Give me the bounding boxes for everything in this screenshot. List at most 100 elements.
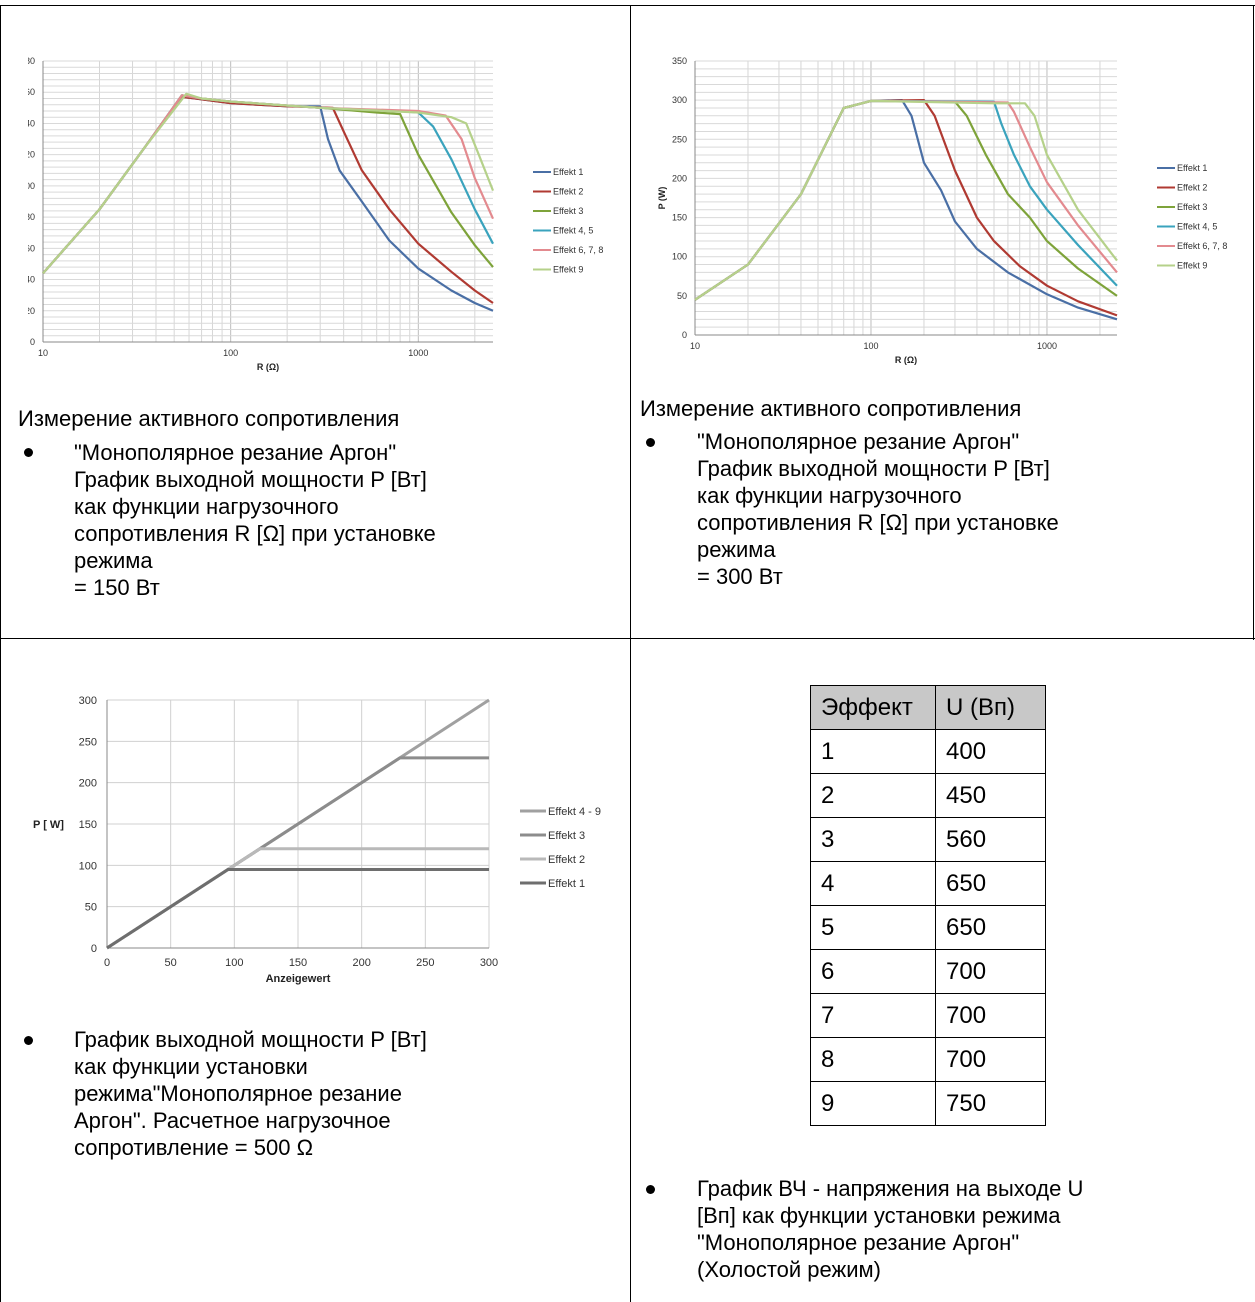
series-line [42,94,494,275]
y-tick-label: 50 [677,291,687,301]
legend-label: Effekt 9 [1177,261,1207,271]
y-tick-label: 0 [91,943,97,955]
table-cell-effect: 3 [810,817,936,862]
series-line [42,92,495,275]
table-cell-voltage: 700 [935,949,1046,994]
y-tick-label: 150 [79,819,97,831]
series-line [694,99,1118,301]
table-row: 9 750 [810,1081,1046,1126]
table-cell-effect: 9 [810,1081,936,1126]
caption-top-right: Измерение активного сопротивления [640,396,1022,421]
y-tick-label: 140 [28,118,35,128]
series-line [42,95,494,312]
legend-label: Effekt 2 [548,854,585,866]
y-tick-label: 200 [672,173,687,183]
bullet-text-top-right: "Монополярное резание Аргон" График выхо… [697,429,1059,589]
bullet-text-bottom-right: График ВЧ - напряжения на выходе U [Вп] … [697,1176,1084,1282]
table-cell-voltage: 450 [935,773,1046,818]
series-line [42,94,495,275]
legend-label: Effekt 3 [1177,202,1207,212]
table-cell-effect: 7 [810,993,936,1038]
y-tick-label: 50 [85,902,97,914]
x-tick-label: 150 [289,957,307,969]
x-tick-label: 0 [104,957,110,969]
y-axis-label: P [ W] [33,819,64,831]
x-tick-label: 1000 [1037,341,1057,351]
table-row: 4 650 [810,861,1046,906]
table-row: 1 400 [810,729,1046,774]
x-tick-label: 10 [690,341,700,351]
chart-top-left: 020406080100120140160180101001000R (Ω)P … [28,50,618,385]
bullet-dot-top-left [24,448,33,457]
y-tick-label: 200 [79,778,97,790]
legend-label: Effekt 2 [553,187,583,197]
bullet-text-top-left: "Монополярное резание Аргон" График выхо… [74,440,436,600]
bullet-dot-top-right [646,438,655,447]
series-line [42,94,494,275]
grid-lines [694,60,1117,336]
table-header-voltage: U (Вп) [935,685,1046,730]
y-tick-label: 250 [672,134,687,144]
legend-label: Effekt 3 [553,206,583,216]
table-cell-effect: 5 [810,905,936,950]
table-cell-effect: 2 [810,773,936,818]
chart-top-right: 0 50 100 150 200 250 300 350 10 100 1000 R (Ω) P (W)… [650,50,1245,375]
legend-label: Effekt 1 [553,167,583,177]
x-axis-label: R (Ω) [257,362,279,372]
legend-label: Effekt 4, 5 [1177,222,1217,232]
series-line [694,99,1118,301]
table-cell-effect: 6 [810,949,936,994]
chart-resistance-150w: 020406080100120140160180101001000R (Ω)P … [28,56,603,372]
bullet-text-bottom-left: График выходной мощности P [Вт] как функ… [74,1027,427,1160]
x-tick-label: 100 [863,341,878,351]
legend-label: Effekt 6, 7, 8 [1177,241,1227,251]
y-tick-label: 40 [28,275,35,285]
border-right [1253,5,1254,640]
series-line [694,99,1118,301]
table-row: 8 700 [810,1037,1046,1082]
table-cell-voltage: 650 [935,861,1046,906]
table-row: 6 700 [810,949,1046,994]
bullet-dot-bottom-left [24,1036,33,1045]
y-tick-label: 80 [28,212,35,222]
y-axis-label: P (W) [657,187,667,210]
y-tick-label: 100 [672,252,687,262]
series-line [694,99,1118,301]
y-tick-label: 160 [28,87,35,97]
x-tick-label: 100 [223,348,238,358]
legend-label: Effekt 1 [1177,163,1207,173]
table-row: 2 450 [810,773,1046,818]
y-tick-label: 100 [28,181,35,191]
y-tick-label: 0 [30,337,35,347]
x-axis-label: R (Ω) [895,355,917,365]
y-tick-label: 300 [79,695,97,707]
table-cell-effect: 4 [810,861,936,906]
y-tick-label: 180 [28,56,35,66]
chart-resistance-300w: 0 50 100 150 200 250 300 350 10 100 1000 R (Ω) P (W)… [657,56,1227,365]
y-tick-label: 100 [79,860,97,872]
table-cell-voltage: 700 [935,1037,1046,1082]
border-middle-horizontal [0,638,1255,639]
table-cell-voltage: 400 [935,729,1046,774]
bullet-dot-bottom-right [646,1185,655,1194]
chart-bottom-left: 0 50 100 150 200 250 300 0 50 100 150 200 250 300 Anze… [25,690,625,1010]
border-middle-vertical [630,5,631,1302]
x-tick-label: 100 [225,957,243,969]
border-left [0,5,1,1302]
legend-label: Effekt 6, 7, 8 [553,245,603,255]
x-tick-label: 300 [480,957,498,969]
x-tick-label: 200 [352,957,370,969]
y-tick-label: 60 [28,243,35,253]
voltage-table: Эффект U (Вп) 1 400 2 450 3 560 4 650 5 650 6 700 7 7… [810,685,1046,1126]
legend-label: Effekt 3 [548,830,585,842]
y-tick-label: 300 [672,95,687,105]
table-row: 3 560 [810,817,1046,862]
table-row: 5 650 [810,905,1046,950]
table-cell-voltage: 560 [935,817,1046,862]
table-cell-voltage: 650 [935,905,1046,950]
legend-label: Effekt 1 [548,878,585,890]
caption-top-left: Измерение активного сопротивления [18,406,400,431]
table-cell-effect: 1 [810,729,936,774]
y-tick-label: 0 [682,330,687,340]
